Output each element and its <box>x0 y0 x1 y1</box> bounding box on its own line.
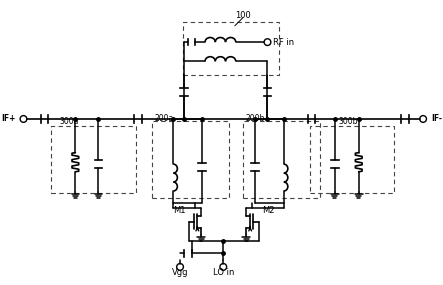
Text: RF in: RF in <box>273 38 294 47</box>
Text: 300a: 300a <box>59 117 78 126</box>
Text: 300b: 300b <box>338 117 358 126</box>
Bar <box>244 121 320 198</box>
Text: 100: 100 <box>235 11 250 20</box>
Text: 200b: 200b <box>245 114 265 123</box>
Bar <box>152 121 229 198</box>
Text: Vgg: Vgg <box>172 268 188 277</box>
Text: M2: M2 <box>262 206 274 215</box>
Text: LO in: LO in <box>213 268 234 277</box>
Text: M1: M1 <box>173 206 186 215</box>
Text: 200a: 200a <box>154 114 173 123</box>
Bar <box>183 22 279 75</box>
Bar <box>51 126 136 193</box>
Bar <box>310 126 394 193</box>
Text: IF+: IF+ <box>1 115 16 123</box>
Text: IF-: IF- <box>431 115 442 123</box>
